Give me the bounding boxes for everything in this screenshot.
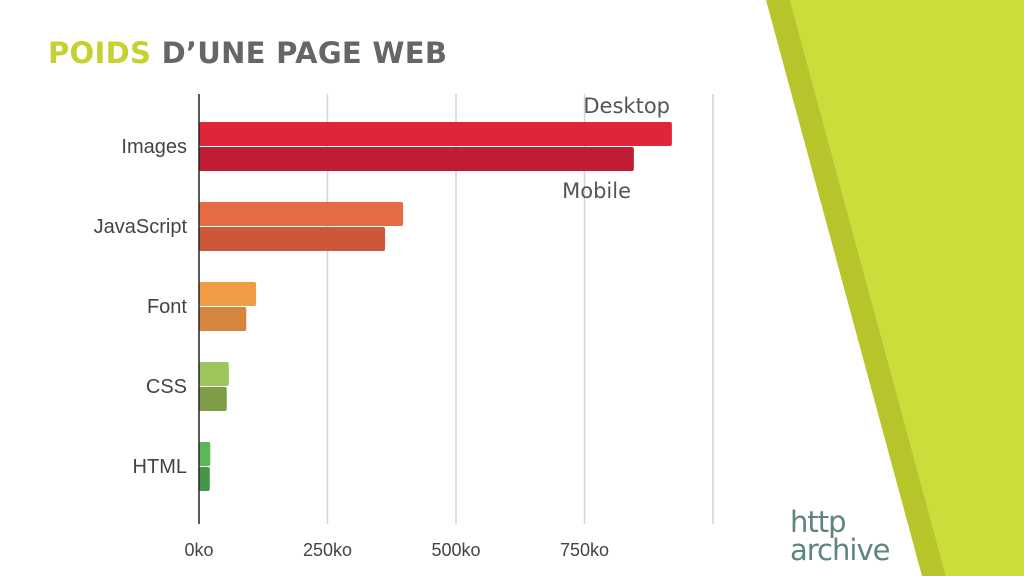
x-tick-label: 750ko (560, 540, 609, 560)
category-label: HTML (133, 456, 187, 478)
title-highlight: POIDS (48, 36, 152, 70)
bar-font-desktop (199, 282, 257, 306)
accent-stripe (790, 0, 1024, 576)
title-rest: D’UNE PAGE WEB (161, 36, 448, 70)
x-tick-label: 500ko (431, 540, 480, 560)
series-label-desktop: Desktop (583, 94, 670, 118)
bar-html-mobile (199, 467, 210, 491)
series-label-mobile: Mobile (562, 179, 631, 203)
category-label: JavaScript (94, 216, 188, 238)
category-label: Font (147, 296, 187, 318)
bar-css-desktop (199, 362, 229, 386)
bar-css-mobile (199, 387, 227, 411)
logo-line-archive: archive (790, 533, 890, 567)
http-archive-logo: http archive (788, 508, 898, 568)
x-tick-label: 0ko (184, 540, 213, 560)
x-tick-label: 250ko (303, 540, 352, 560)
bar-html-desktop (199, 442, 211, 466)
bar-javascript-desktop (199, 202, 404, 226)
bar-javascript-mobile (199, 227, 386, 251)
category-label: Images (121, 136, 187, 158)
logo-line-http: http (790, 505, 847, 539)
bar-images-desktop (199, 122, 672, 146)
category-label: CSS (146, 376, 187, 398)
bar-images-mobile (199, 147, 634, 171)
bar-font-mobile (199, 307, 247, 331)
slide-title: POIDS D’UNE PAGE WEB (48, 36, 447, 70)
accent-stripe-dark (766, 0, 946, 576)
